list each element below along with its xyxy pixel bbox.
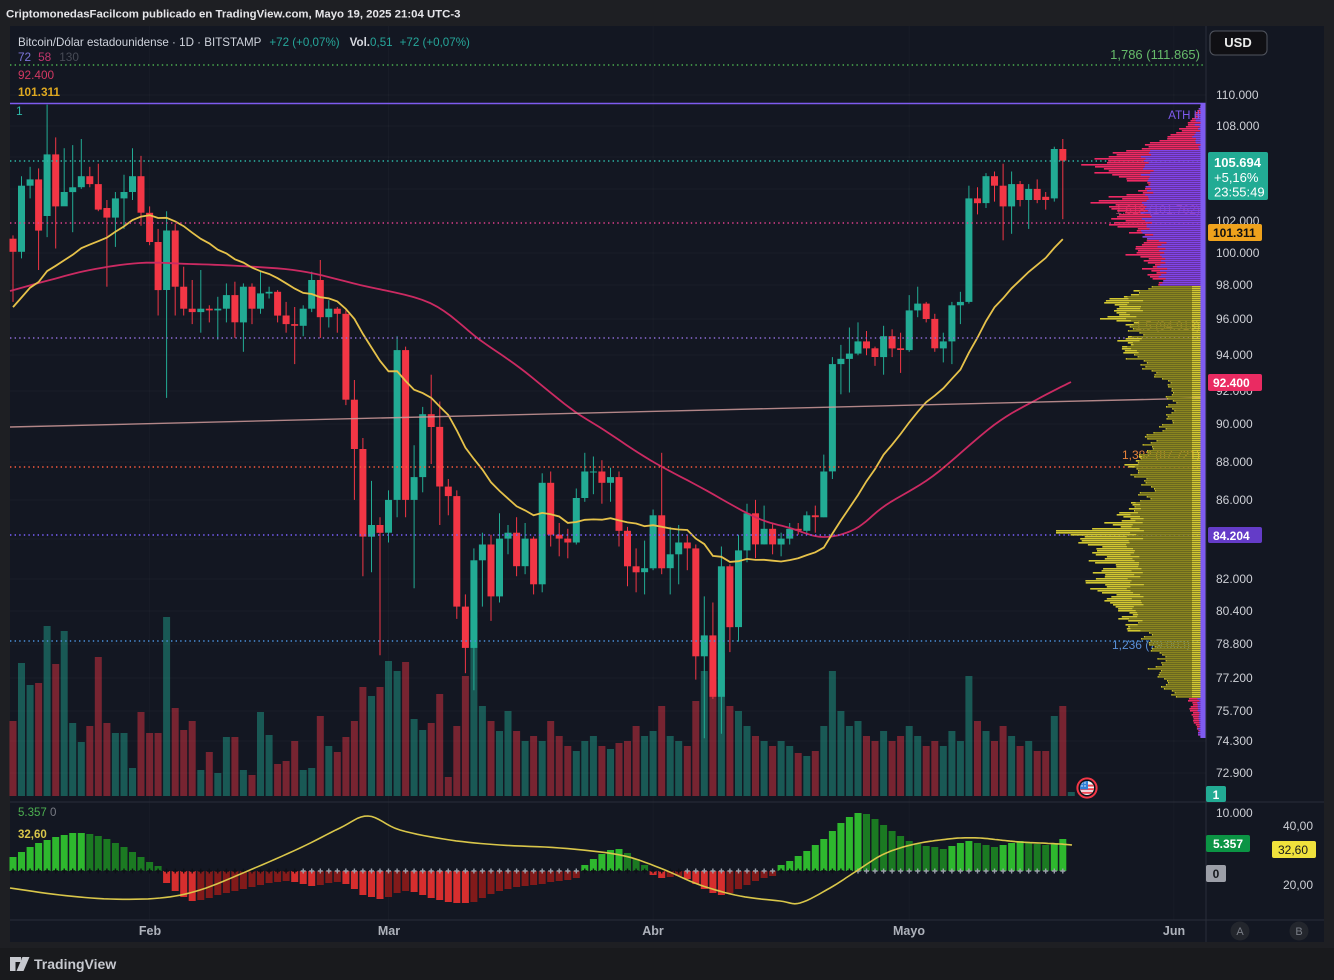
svg-text:+5,16%: +5,16%	[1214, 170, 1259, 185]
svg-text:40,00: 40,00	[1283, 819, 1313, 833]
svg-text:TradingView: TradingView	[34, 956, 116, 972]
svg-text:75.700: 75.700	[1216, 704, 1253, 718]
svg-text:32,60: 32,60	[18, 829, 47, 841]
svg-text:Feb: Feb	[139, 924, 162, 938]
svg-text:92.400: 92.400	[18, 68, 55, 82]
svg-text:98.000: 98.000	[1216, 278, 1253, 292]
svg-text:105.694: 105.694	[1214, 155, 1262, 170]
svg-text:5.357: 5.357	[1213, 837, 1243, 851]
svg-text:32,60: 32,60	[1278, 843, 1308, 857]
svg-text:ATH II: ATH II	[1168, 110, 1200, 122]
svg-text:10.000: 10.000	[1216, 806, 1253, 820]
svg-text:92.400: 92.400	[1213, 376, 1250, 390]
svg-text:84.204: 84.204	[1213, 529, 1250, 543]
svg-text:77.200: 77.200	[1216, 671, 1253, 685]
svg-text:B: B	[1295, 926, 1302, 938]
svg-text:86.000: 86.000	[1216, 493, 1253, 507]
svg-text:0: 0	[1213, 867, 1220, 881]
svg-text:110.000: 110.000	[1216, 88, 1259, 102]
svg-text:Bitcoin/Dólar estadounidense ·: Bitcoin/Dólar estadounidense · 1D · BITS…	[18, 36, 470, 49]
svg-text:101.311: 101.311	[1213, 226, 1256, 240]
svg-text:90.000: 90.000	[1216, 417, 1253, 431]
svg-text:72.900: 72.900	[1216, 766, 1253, 780]
svg-text:USD: USD	[1224, 35, 1251, 50]
svg-text:101.311: 101.311	[18, 85, 60, 99]
svg-text:1: 1	[16, 104, 23, 118]
svg-text:88.000: 88.000	[1216, 455, 1253, 469]
svg-text:0: 0	[50, 807, 56, 819]
svg-text:Jun: Jun	[1163, 924, 1185, 938]
svg-text:82.000: 82.000	[1216, 572, 1253, 586]
svg-text:78.800: 78.800	[1216, 637, 1253, 651]
svg-text:74.300: 74.300	[1216, 734, 1253, 748]
svg-text:20,00: 20,00	[1283, 878, 1313, 892]
svg-text:94.000: 94.000	[1216, 348, 1253, 362]
svg-text:CriptomonedasFacilcom publicad: CriptomonedasFacilcom publicado en Tradi…	[6, 9, 461, 21]
svg-text:Abr: Abr	[642, 924, 664, 938]
svg-text:5.357: 5.357	[18, 807, 47, 819]
svg-text:108.000: 108.000	[1216, 119, 1260, 133]
svg-text:96.000: 96.000	[1216, 312, 1253, 326]
svg-text:23:55:49: 23:55:49	[1214, 185, 1265, 200]
svg-text:Mayo: Mayo	[893, 924, 925, 938]
svg-text:1: 1	[1213, 788, 1220, 802]
svg-text:80.400: 80.400	[1216, 604, 1253, 618]
svg-text:100.000: 100.000	[1216, 246, 1260, 260]
svg-text:A: A	[1236, 926, 1244, 938]
svg-text:1,786 (111.865): 1,786 (111.865)	[1110, 47, 1200, 62]
svg-text:Mar: Mar	[378, 924, 400, 938]
